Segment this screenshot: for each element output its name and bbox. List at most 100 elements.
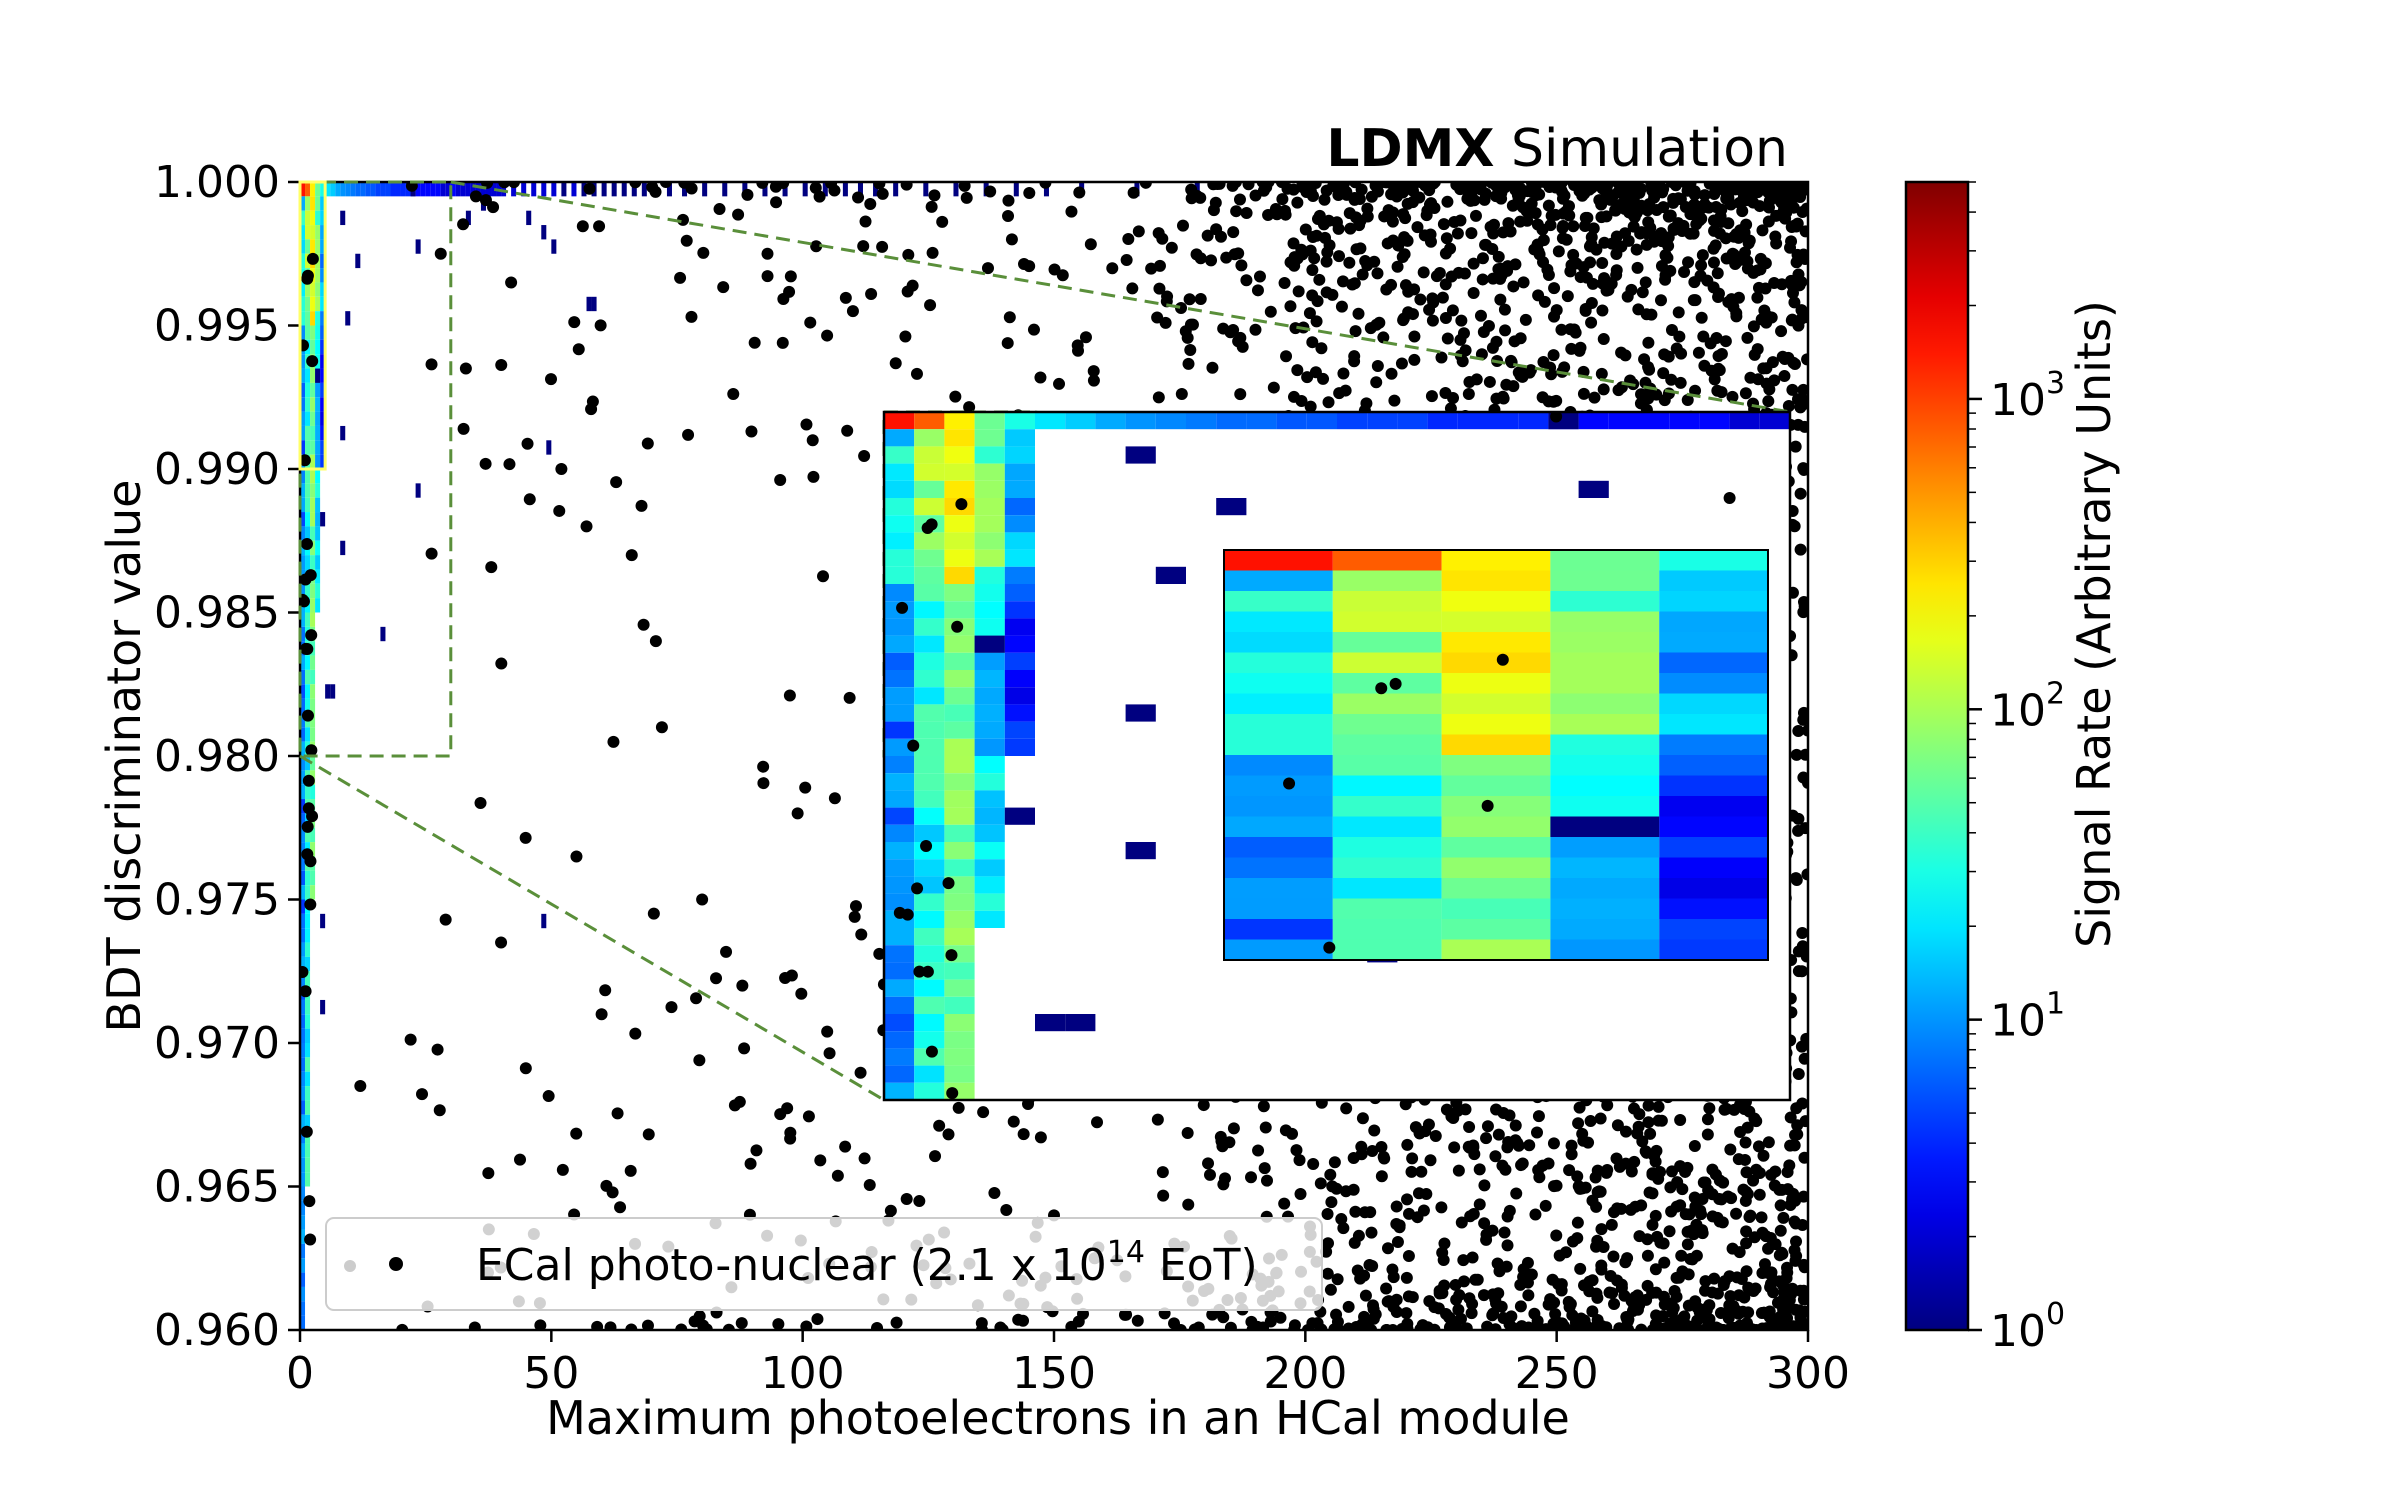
sub-inset-signal-cell <box>1224 939 1333 960</box>
background-point <box>1627 1102 1640 1115</box>
sub-inset-signal-cell <box>1659 775 1768 796</box>
sub-inset-background-point <box>1481 799 1494 812</box>
sub-inset-signal-cell <box>1332 857 1442 878</box>
signal-cell <box>305 956 311 972</box>
background-point <box>1640 227 1653 240</box>
background-point <box>804 316 817 329</box>
signal-cell <box>420 182 426 197</box>
legend-label: ECal photo-nuclear (2.1 x 1014 EoT) <box>476 1235 1258 1291</box>
sub-inset-signal-cell <box>1441 755 1551 776</box>
background-point <box>1400 1271 1413 1284</box>
background-point <box>858 450 871 463</box>
inset-signal-cell <box>1004 463 1035 481</box>
inset-signal-cell <box>884 945 915 963</box>
background-point <box>1641 1279 1654 1292</box>
background-point <box>1034 371 1047 384</box>
background-point <box>774 473 787 486</box>
signal-cell <box>641 182 647 197</box>
inset-signal-cell <box>1276 412 1307 430</box>
signal-cell <box>310 382 316 398</box>
background-point <box>1799 822 1808 835</box>
background-point <box>784 270 797 283</box>
background-point <box>1794 543 1807 556</box>
background-point <box>1181 331 1194 344</box>
chart-title: LDMX Simulation <box>1326 119 1788 179</box>
background-point <box>821 329 834 342</box>
signal-cell <box>511 182 517 197</box>
background-point <box>1027 323 1040 336</box>
signal-cell <box>300 1186 306 1201</box>
background-point <box>1406 184 1419 197</box>
sub-inset-signal-cell <box>1550 570 1660 591</box>
background-point <box>1500 1260 1513 1273</box>
sub-inset-signal-cell <box>1550 878 1660 899</box>
background-point <box>1291 196 1304 209</box>
background-point <box>858 1152 871 1165</box>
background-point <box>675 1323 688 1330</box>
background-point <box>1797 706 1808 719</box>
background-point <box>1279 1124 1292 1137</box>
signal-cell <box>551 239 557 254</box>
inset-signal-cell <box>974 566 1005 584</box>
signal-cell <box>521 182 527 197</box>
signal-cell <box>300 1315 306 1330</box>
background-point <box>1711 267 1724 280</box>
background-point <box>1408 330 1421 343</box>
signal-cell <box>300 196 306 211</box>
y-tick-label: 1.000 <box>154 157 280 208</box>
background-point <box>1226 182 1239 192</box>
sub-inset-signal-cell <box>1659 652 1768 673</box>
colorbar-title: Signal Rate (Arbitrary Units) <box>2067 300 2121 948</box>
background-point <box>1206 361 1219 374</box>
background-point <box>1782 400 1795 413</box>
signal-cell <box>305 669 311 685</box>
background-point <box>1408 283 1421 296</box>
inset-signal-cell <box>914 1082 945 1100</box>
background-point <box>404 1033 417 1046</box>
inset-signal-cell <box>944 515 975 533</box>
background-point <box>1477 1289 1490 1302</box>
background-point <box>1710 332 1723 345</box>
background-point <box>1573 185 1586 198</box>
background-point <box>1732 1153 1745 1166</box>
background-point <box>1665 373 1678 386</box>
signal-cell <box>1013 182 1019 197</box>
sub-inset-signal-cell <box>1224 878 1333 899</box>
background-point <box>1000 1203 1013 1216</box>
background-point <box>301 709 314 722</box>
sub-inset-signal-cell <box>1659 837 1768 858</box>
signal-cell <box>300 813 306 828</box>
inset-connector-bottom <box>299 754 885 1102</box>
background-point <box>1712 350 1725 363</box>
legend-label-prefix: ECal photo-nuclear (2.1 x 10 <box>476 1240 1107 1291</box>
signal-cell <box>300 296 306 312</box>
background-point <box>1774 1199 1787 1212</box>
background-point <box>1359 1289 1372 1302</box>
signal-cell <box>315 225 321 240</box>
signal-cell <box>415 239 421 254</box>
sub-inset-signal-cell <box>1659 796 1768 817</box>
signal-cell <box>305 756 311 771</box>
inset-signal-cell <box>914 566 945 584</box>
signal-cell <box>551 182 557 197</box>
background-point <box>1467 287 1480 300</box>
inset-signal-cell <box>974 429 1005 447</box>
background-point <box>1017 1128 1030 1141</box>
background-point <box>1336 275 1349 288</box>
background-point <box>1126 282 1139 295</box>
background-point <box>1665 323 1678 336</box>
background-point <box>1370 376 1383 389</box>
background-point <box>1657 367 1670 380</box>
background-point <box>1542 199 1555 212</box>
background-point <box>1288 259 1301 272</box>
y-axis-ticks: 0.9600.9650.9700.9750.9800.9850.9900.995… <box>154 157 300 1356</box>
background-point <box>1650 1144 1663 1157</box>
background-point <box>710 972 723 985</box>
signal-cell <box>440 182 446 197</box>
background-point <box>1480 1132 1493 1145</box>
inset-signal-cell <box>944 687 975 705</box>
background-point <box>828 792 841 805</box>
background-point <box>761 270 774 283</box>
inset-signal-cell <box>914 687 945 705</box>
signal-cell <box>315 397 321 412</box>
